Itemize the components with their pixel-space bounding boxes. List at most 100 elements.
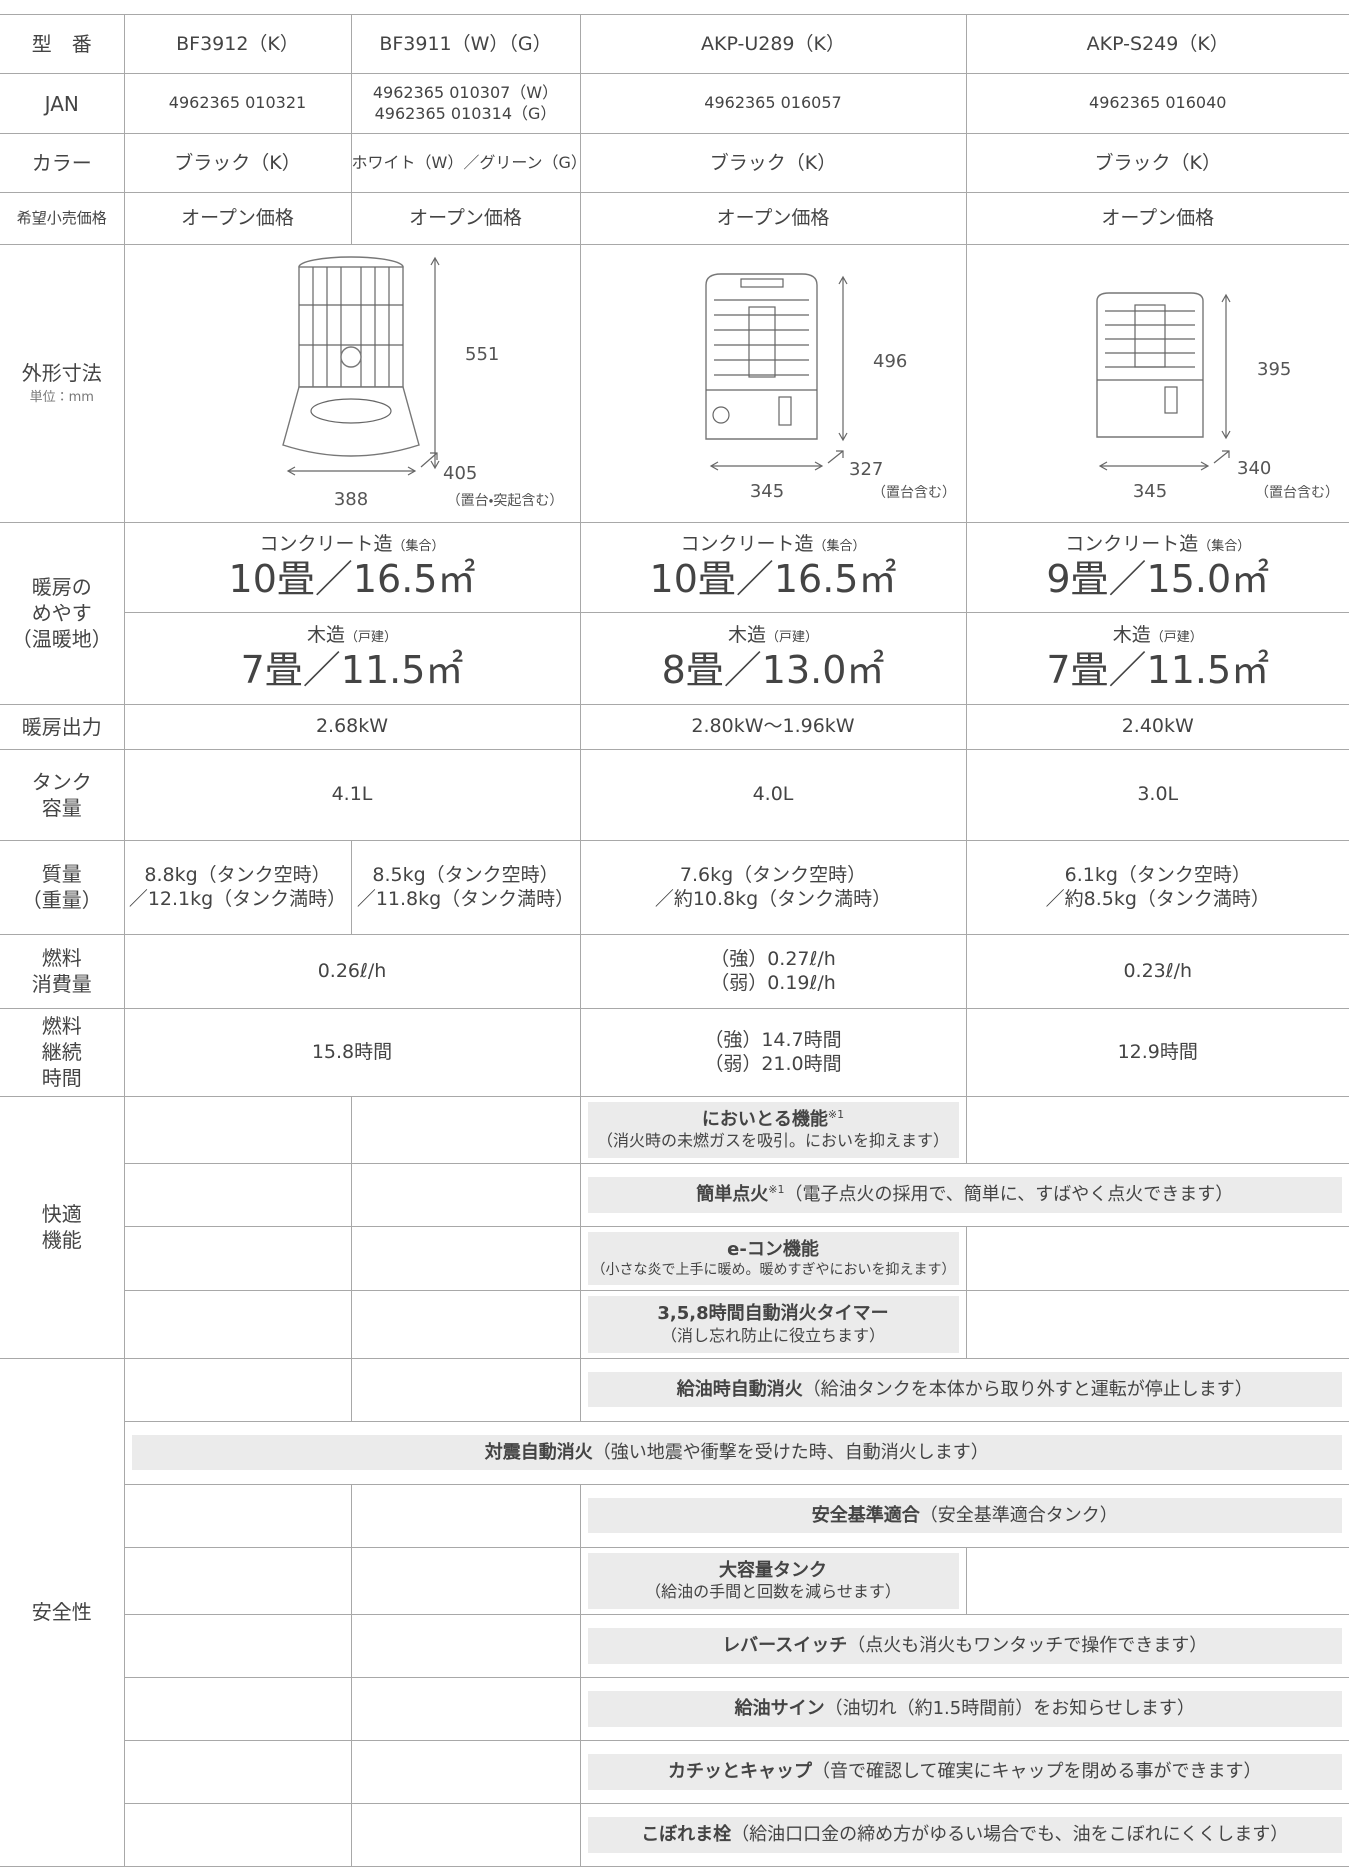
- cell: こぼれま栓（給油口口金の締め方がゆるい場合でも、油をこぼれにくくします）: [580, 1803, 1349, 1866]
- text: 容量: [0, 795, 124, 821]
- cell: [124, 1484, 351, 1547]
- text: （強）14.7時間: [581, 1028, 966, 1053]
- cell: [351, 1096, 580, 1163]
- text: コンクリート造: [1065, 533, 1198, 555]
- duration-row: 燃料継続時間 15.8時間 （強）14.7時間（弱）21.0時間 12.9時間: [0, 1008, 1349, 1096]
- cell: 12.9時間: [966, 1008, 1349, 1096]
- feature-desc: （点火も消火もワンタッチで操作できます）: [847, 1635, 1207, 1656]
- feature-box: 3,5,8時間自動消火タイマー（消し忘れ防止に役立ちます）: [588, 1296, 959, 1352]
- feature-desc: （給油の手間と回数を減らせます）: [592, 1582, 955, 1603]
- cell: [124, 1291, 351, 1358]
- text: 木造: [307, 624, 345, 646]
- dimension-depth: 327: [849, 459, 883, 480]
- cell: [124, 1226, 351, 1291]
- cell: 木造（戸建）8畳／13.0㎡: [580, 612, 966, 704]
- row-label: 安全性: [0, 1358, 124, 1866]
- row-label: 希望小売価格: [0, 193, 124, 245]
- text: 4962365 010321: [125, 93, 351, 114]
- feature-box: においとる機能※1（消火時の未燃ガスを吸引。においを抑えます）: [588, 1102, 959, 1158]
- row-label: タンク容量: [0, 749, 124, 840]
- cell: [124, 1358, 351, 1421]
- cell: AKP-U289（K）: [580, 15, 966, 74]
- dimension-height: 395: [1257, 359, 1291, 380]
- cell: 安全基準適合（安全基準適合タンク）: [580, 1484, 1349, 1547]
- text: 4962365 010314（G）: [352, 104, 580, 125]
- feature-box: レバースイッチ（点火も消火もワンタッチで操作できます）: [588, 1628, 1343, 1663]
- cell: [966, 1291, 1349, 1358]
- row-label: 暖房のめやす（温暖地）: [0, 522, 124, 704]
- feature-note: ※1: [768, 1183, 784, 1196]
- text: 燃料: [0, 945, 124, 971]
- feature-title: e-コン機能: [727, 1239, 819, 1260]
- cell: [124, 1803, 351, 1866]
- feature-box: 簡単点火※1（電子点火の採用で、簡単に、すばやく点火できます）: [588, 1177, 1343, 1212]
- value: 10畳／16.5㎡: [581, 557, 966, 603]
- heating-concrete-row: 暖房のめやす（温暖地） コンクリート造（集合）10畳／16.5㎡ コンクリート造…: [0, 522, 1349, 612]
- text: コンクリート造: [680, 533, 813, 555]
- cell: 4.0L: [580, 749, 966, 840]
- feature-title: 大容量タンク: [719, 1560, 827, 1581]
- safety-row: レバースイッチ（点火も消火もワンタッチで操作できます）: [0, 1614, 1349, 1677]
- heater-drawing: 551 405 388 （置台・突起含む）: [125, 245, 580, 515]
- cell: [124, 1614, 351, 1677]
- dimension-height: 496: [873, 351, 907, 372]
- dimension-width: 388: [333, 489, 367, 510]
- dimension-depth: 405: [443, 463, 477, 484]
- output-row: 暖房出力 2.68kW 2.80kW～1.96kW 2.40kW: [0, 704, 1349, 749]
- text: （集合）: [1198, 539, 1250, 554]
- feature-desc: （強い地震や衝撃を受けた時、自動消火します）: [593, 1442, 989, 1463]
- feature-box: 安全基準適合（安全基準適合タンク）: [588, 1498, 1343, 1533]
- cell: [351, 1226, 580, 1291]
- feature-box: 給油時自動消火（給油タンクを本体から取り外すと運転が停止します）: [588, 1372, 1343, 1407]
- cell: 給油時自動消火（給油タンクを本体から取り外すと運転が停止します）: [580, 1358, 1349, 1421]
- row-label: 型 番: [0, 15, 124, 74]
- text: 消費量: [0, 971, 124, 997]
- feature-box: こぼれま栓（給油口口金の締め方がゆるい場合でも、油をこぼれにくくします）: [588, 1817, 1343, 1852]
- cell: 2.80kW～1.96kW: [580, 704, 966, 749]
- text: （戸建）: [766, 630, 818, 645]
- dimension-note: （置台含む）: [1255, 485, 1339, 501]
- comfort-row: 簡単点火※1（電子点火の採用で、簡単に、すばやく点火できます）: [0, 1163, 1349, 1226]
- text: 0.26ℓ/h: [125, 959, 580, 984]
- text: （弱）21.0時間: [581, 1052, 966, 1077]
- page: 型 番 BF3912（K） BF3911（W）（G） AKP-U289（K） A…: [0, 14, 1349, 1866]
- cell: [351, 1547, 580, 1614]
- cell: 395 340 345 （置台含む）: [966, 245, 1349, 523]
- feature-title: こぼれま栓: [641, 1824, 731, 1845]
- text: 木造: [728, 624, 766, 646]
- dimension-note: （置台・突起含む）: [446, 493, 563, 509]
- cell: オープン価格: [124, 193, 351, 245]
- cell: [351, 1614, 580, 1677]
- cell: 大容量タンク（給油の手間と回数を減らせます）: [580, 1547, 966, 1614]
- row-label: 外形寸法単位：mm: [0, 245, 124, 523]
- text: 4962365 016057: [581, 93, 966, 114]
- row-label: カラー: [0, 134, 124, 193]
- cell: においとる機能※1（消火時の未燃ガスを吸引。においを抑えます）: [580, 1096, 966, 1163]
- cell: 551 405 388 （置台・突起含む）: [124, 245, 580, 523]
- comfort-row: 3,5,8時間自動消火タイマー（消し忘れ防止に役立ちます）: [0, 1291, 1349, 1358]
- feature-desc: （安全基準適合タンク）: [920, 1505, 1118, 1526]
- feature-desc: （音で確認して確実にキャップを閉める事ができます）: [812, 1761, 1261, 1782]
- dimension-height: 551: [465, 344, 499, 365]
- value: 10畳／16.5㎡: [125, 557, 580, 603]
- text: 4962365 010307（W）: [352, 83, 580, 104]
- row-label: 暖房出力: [0, 704, 124, 749]
- feature-title: 3,5,8時間自動消火タイマー: [657, 1303, 888, 1324]
- text: タンク: [0, 769, 124, 795]
- cell: オープン価格: [580, 193, 966, 245]
- cell: オープン価格: [966, 193, 1349, 245]
- text: （温暖地）: [0, 626, 124, 652]
- cell: [124, 1677, 351, 1740]
- cell: [124, 1547, 351, 1614]
- weight-row: 質量（重量） 8.8kg（タンク空時）／12.1kg（タンク満時） 8.5kg（…: [0, 840, 1349, 934]
- cell: [124, 1096, 351, 1163]
- dimension-width: 345: [1133, 481, 1167, 502]
- feature-box: 対震自動消火（強い地震や衝撃を受けた時、自動消火します）: [132, 1435, 1343, 1470]
- cell: AKP-S249（K）: [966, 15, 1349, 74]
- cell: 4962365 010307（W）4962365 010314（G）: [351, 74, 580, 134]
- cell: 2.40kW: [966, 704, 1349, 749]
- text: ／12.1kg（タンク満時）: [125, 887, 351, 912]
- cell: BF3911（W）（G）: [351, 15, 580, 74]
- cell: e-コン機能（小さな炎で上手に暖め。暖めすぎやにおいを抑えます）: [580, 1226, 966, 1291]
- row-label: 燃料消費量: [0, 934, 124, 1008]
